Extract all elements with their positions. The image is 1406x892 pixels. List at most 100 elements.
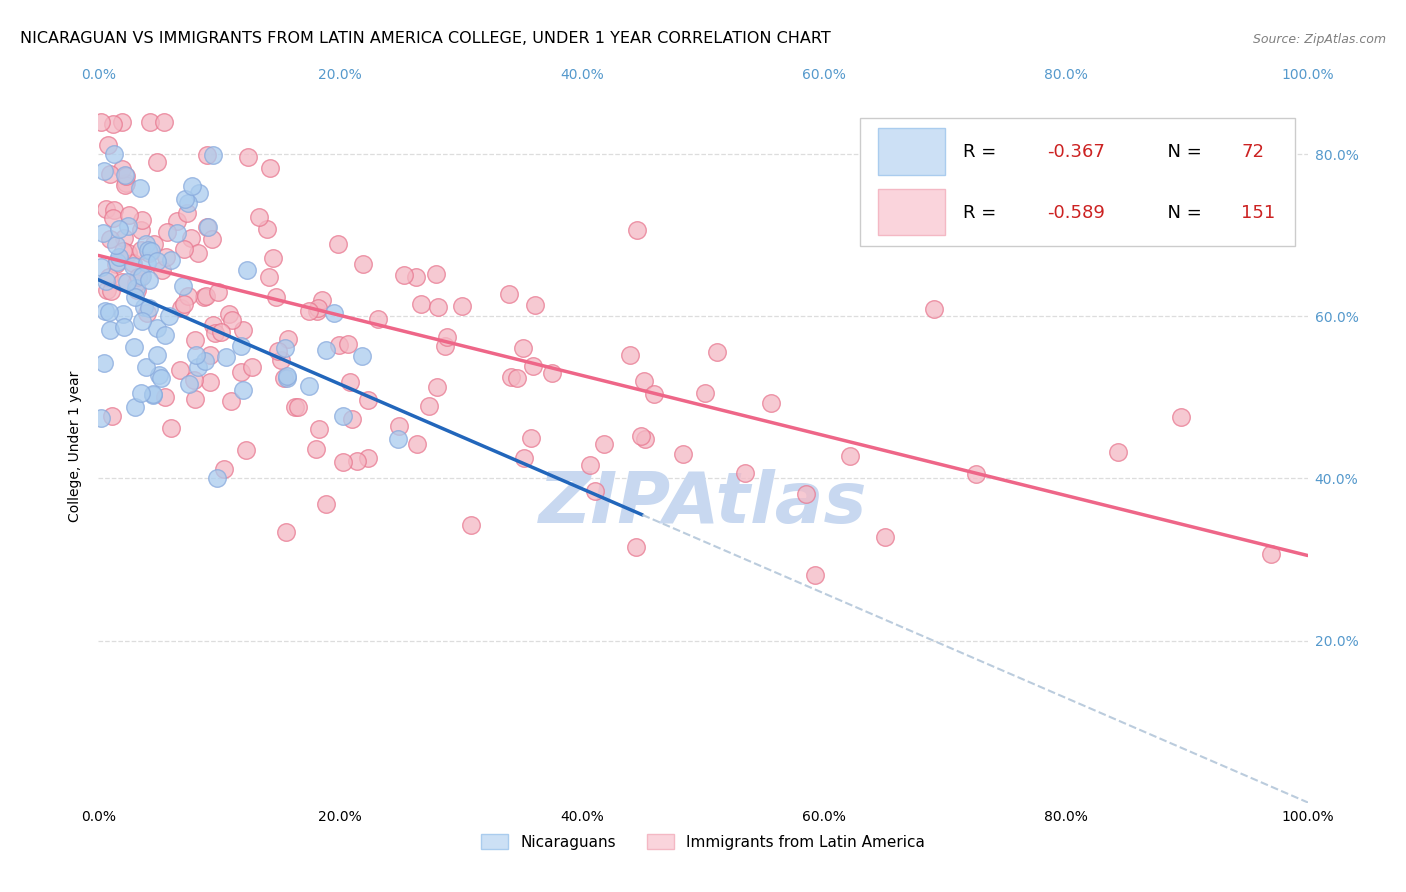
Point: [262, 251, 284, 265]
Point: [103, 117, 125, 131]
Point: [173, 242, 195, 256]
Point: [315, 343, 337, 358]
Point: [794, 487, 817, 501]
Point: [406, 436, 429, 450]
Point: [180, 231, 202, 245]
Point: [328, 338, 350, 352]
Point: [506, 370, 529, 384]
Point: [276, 369, 298, 384]
Point: [761, 395, 783, 409]
Point: [277, 332, 299, 346]
Point: [108, 221, 131, 235]
Point: [633, 375, 655, 389]
Point: [436, 329, 458, 343]
Point: [357, 451, 380, 466]
Point: [112, 320, 135, 334]
Point: [184, 348, 207, 362]
Point: [184, 334, 207, 348]
Point: [129, 269, 152, 284]
Point: [98, 305, 121, 319]
Point: [643, 387, 665, 401]
Point: [125, 283, 148, 297]
Point: [155, 390, 177, 404]
Point: [117, 246, 139, 260]
Point: [311, 293, 333, 308]
Point: [152, 263, 174, 277]
Point: [256, 222, 278, 236]
Point: [523, 298, 546, 312]
Point: [177, 288, 200, 302]
Point: [111, 114, 134, 128]
Point: [149, 371, 172, 385]
Point: [583, 483, 606, 498]
Point: [308, 422, 330, 436]
Text: 151: 151: [1241, 203, 1275, 221]
Point: [247, 210, 270, 224]
Point: [117, 219, 139, 233]
Point: [619, 348, 641, 362]
Point: [129, 181, 152, 195]
Point: [145, 254, 167, 268]
Point: [97, 138, 120, 153]
Point: [266, 290, 288, 304]
Point: [512, 342, 534, 356]
Point: [103, 202, 125, 217]
Point: [124, 400, 146, 414]
Point: [394, 268, 416, 282]
Point: [875, 531, 897, 545]
Point: [100, 284, 122, 298]
Point: [212, 461, 235, 475]
Point: [194, 354, 217, 368]
Point: [426, 300, 449, 314]
Point: [157, 309, 180, 323]
Point: [218, 307, 240, 321]
Text: -0.589: -0.589: [1047, 203, 1105, 221]
Point: [209, 325, 232, 339]
Point: [135, 359, 157, 374]
Point: [425, 267, 447, 281]
Point: [93, 164, 115, 178]
Point: [501, 370, 523, 384]
Point: [232, 383, 254, 397]
Point: [118, 208, 141, 222]
Point: [520, 430, 543, 444]
Point: [159, 253, 181, 268]
FancyBboxPatch shape: [879, 128, 945, 175]
Point: [270, 352, 292, 367]
Point: [193, 290, 215, 304]
Text: ZIPAtlas: ZIPAtlas: [538, 468, 868, 538]
Point: [135, 306, 157, 320]
Point: [367, 311, 389, 326]
Point: [139, 114, 162, 128]
Point: [326, 236, 349, 251]
Point: [201, 232, 224, 246]
Point: [114, 169, 136, 183]
Point: [630, 429, 652, 443]
Point: [183, 392, 205, 407]
Point: [194, 289, 217, 303]
Point: [166, 213, 188, 227]
Point: [188, 186, 211, 200]
Point: [135, 236, 157, 251]
Point: [339, 375, 361, 389]
Point: [1107, 445, 1129, 459]
Point: [131, 268, 153, 283]
Point: [672, 447, 695, 461]
Point: [231, 339, 253, 353]
Point: [103, 147, 125, 161]
Point: [298, 378, 321, 392]
Point: [108, 250, 131, 264]
Point: [138, 246, 160, 260]
Point: [111, 161, 134, 176]
Point: [418, 399, 440, 413]
Point: [159, 421, 181, 435]
Point: [93, 356, 115, 370]
Point: [257, 269, 280, 284]
Point: [195, 147, 218, 161]
Point: [235, 262, 257, 277]
Text: NICARAGUAN VS IMMIGRANTS FROM LATIN AMERICA COLLEGE, UNDER 1 YEAR CORRELATION CH: NICARAGUAN VS IMMIGRANTS FROM LATIN AMER…: [20, 31, 831, 46]
Point: [315, 497, 337, 511]
Point: [221, 313, 243, 327]
Point: [136, 243, 159, 257]
Point: [176, 206, 198, 220]
